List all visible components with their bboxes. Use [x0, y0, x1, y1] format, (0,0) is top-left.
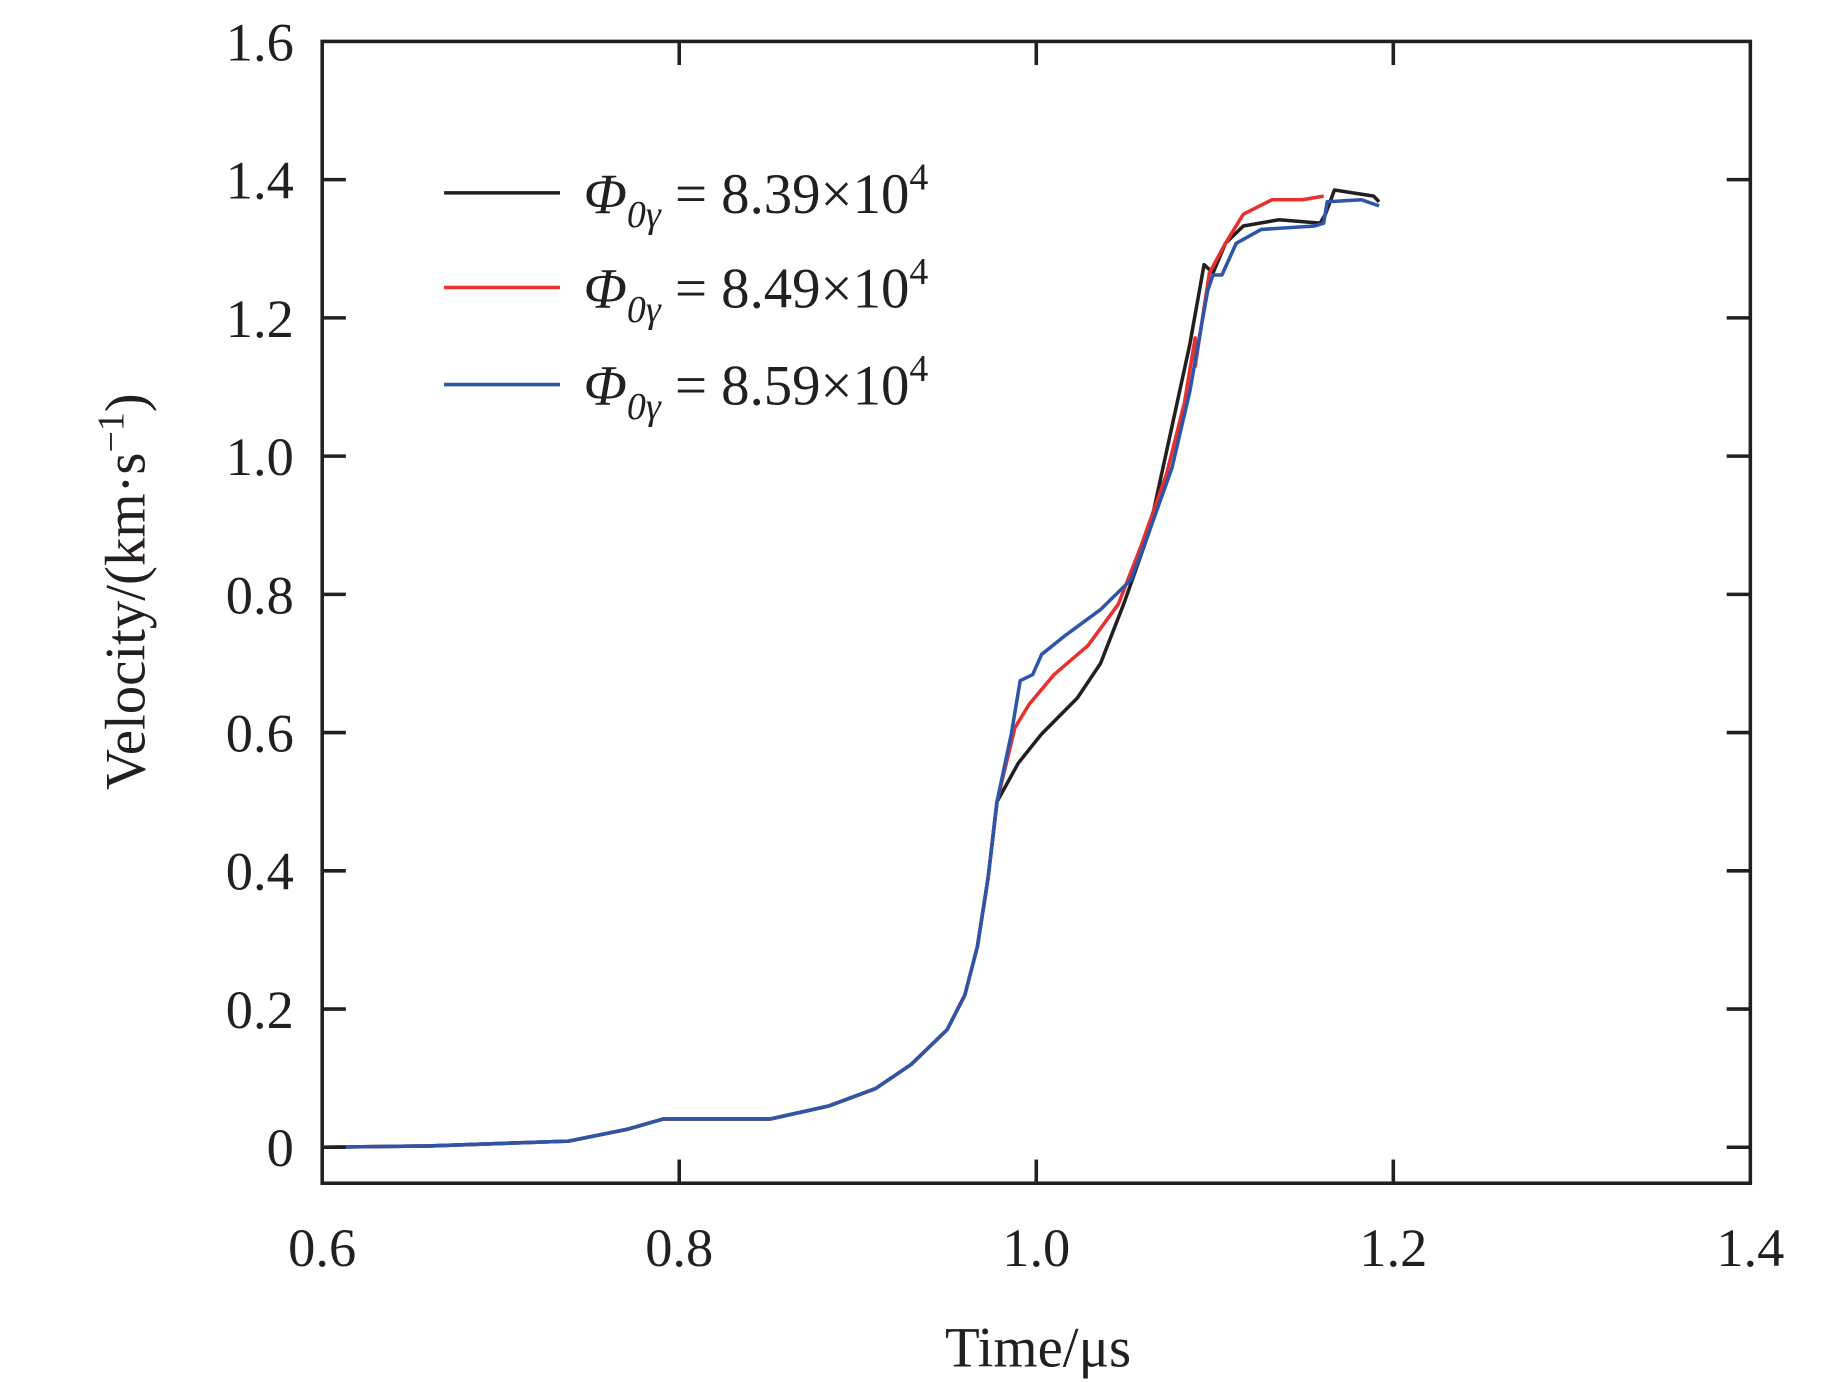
legend-label-2: Φ0γ = 8.49×104 [584, 251, 929, 331]
x-tick-label: 0.6 [288, 1218, 356, 1278]
x-tick-label: 1.4 [1716, 1218, 1784, 1278]
legend-symbol: Φ [584, 258, 627, 321]
legend-exponent: 4 [909, 156, 928, 198]
legend-exponent: 4 [909, 251, 928, 293]
legend-symbol: Φ [584, 163, 627, 226]
series-line-2 [322, 194, 1324, 1150]
ticks-layer: 0.6 0.8 1.0 1.2 1.4 0 0.2 0.4 0.6 0.8 1.0 1.2 1.4 1.6 [226, 12, 1785, 1278]
y-tick-label: 0.4 [226, 842, 294, 902]
y-tick-label: 0.8 [226, 565, 294, 625]
y-tick-label: 1.0 [226, 427, 294, 487]
series-line-1 [322, 188, 1381, 1150]
y-tick-label: 0 [267, 1118, 294, 1178]
y-tick-label: 1.2 [226, 289, 294, 349]
x-tick-label: 0.8 [645, 1218, 713, 1278]
legend-label-1: Φ0γ = 8.39×104 [584, 156, 929, 236]
legend-value: = 8.49×10 [661, 258, 910, 321]
x-axis-label: Time/μs [945, 1317, 1131, 1380]
x-tick-label: 1.2 [1359, 1218, 1427, 1278]
y-tick-label: 1.4 [226, 151, 294, 211]
legend-subscript: 0γ [627, 194, 662, 236]
plot-frame [320, 39, 1753, 1185]
legend-value: = 8.39×10 [661, 163, 910, 226]
y-tick-label: 0.2 [226, 980, 294, 1040]
legend-value: = 8.59×10 [661, 355, 910, 418]
legend-symbol: Φ [584, 355, 627, 418]
legend-subscript: 0γ [627, 386, 662, 428]
legend-subscript: 0γ [627, 289, 662, 331]
series-layer [322, 188, 1381, 1150]
y-tick-label: 0.6 [226, 704, 294, 764]
y-axis-label: Velocity/(km·s−1) [90, 393, 157, 790]
x-tick-label: 1.0 [1002, 1218, 1070, 1278]
legend-exponent: 4 [909, 348, 928, 390]
series-line-3 [322, 197, 1380, 1150]
legend-label-3: Φ0γ = 8.59×104 [584, 348, 929, 428]
y-tick-label: 1.6 [226, 12, 294, 72]
